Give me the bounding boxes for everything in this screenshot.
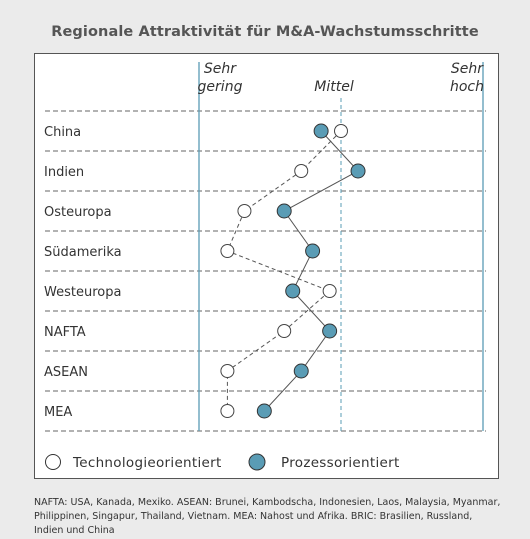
filled-point [313,123,329,139]
scale-label: Sehr [451,61,484,77]
series-line-1 [226,130,342,411]
filled-point [350,163,366,179]
region-label: MEA [44,405,72,420]
hollow-point [237,204,252,218]
legend-label: Prozessorientiert [281,455,400,471]
region-label: NAFTA [44,325,86,340]
scatter-chart: Sehr gering Mittel Sehr hoch China Indien Osteu… [44,61,486,471]
region-label: Westeuropa [44,285,121,300]
scale-label: hoch [450,79,484,95]
legend-marker [248,453,266,471]
scale-label: Sehr [204,61,237,77]
hollow-point [220,404,235,418]
region-label: China [44,125,81,140]
chart-panel: Sehr gering Mittel Sehr hoch China Indien Osteu… [34,53,499,479]
scale-label: Mittel [314,79,354,95]
chart-title: Regionale Attraktivität für M&A-Wachstum… [51,24,479,40]
hollow-point [294,164,309,178]
filled-point [322,323,338,339]
region-label: Südamerika [44,245,122,260]
region-label: Osteuropa [44,205,112,220]
region-label: Indien [44,165,84,180]
filled-point [285,283,301,299]
region-label: ASEAN [44,365,88,380]
filled-point [276,203,292,219]
footnote: NAFTA: USA, Kanada, Mexiko. ASEAN: Brune… [34,497,501,536]
legend-marker [45,454,61,470]
filled-point [293,363,309,379]
filled-point [256,403,272,419]
hollow-point [334,124,348,138]
series-line-2 [263,130,359,412]
scale-label: gering [198,79,243,95]
filled-point [305,243,321,259]
hollow-point [277,324,292,338]
hollow-point [220,364,235,378]
hollow-point [220,244,235,258]
legend-label: Technologieorientiert [72,455,222,471]
hollow-point [322,284,337,298]
